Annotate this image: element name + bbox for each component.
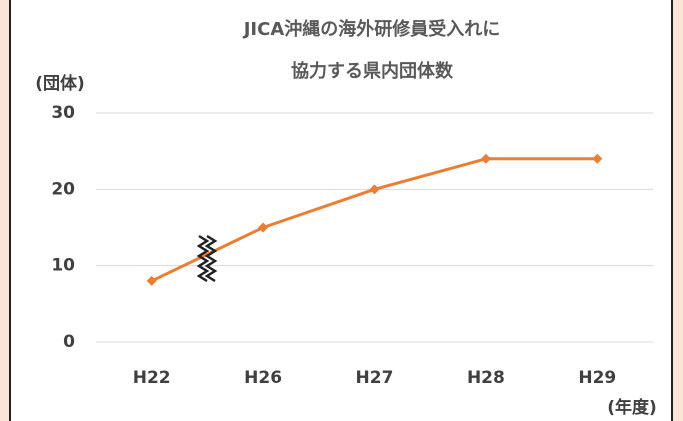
chart-title: JICA沖縄の海外研修員受入れに [242,18,501,40]
x-tick-label: H28 [467,368,505,388]
y-tick-label: 0 [63,332,75,352]
data-point [146,275,157,286]
plot-area: 0 10 20 30 H22 H26 H27 H28 H29 [51,103,653,388]
data-point [480,153,491,164]
x-tick-label: H22 [133,368,171,388]
x-axis-label: (年度) [607,397,657,418]
y-axis-label: (団体) [35,73,85,94]
data-point [369,184,380,195]
axis-break [196,234,218,283]
x-tick-label: H29 [578,368,616,388]
y-tick-label: 20 [51,179,75,199]
data-point [592,153,603,164]
chart-panel [9,0,673,421]
y-tick-label: 10 [51,256,75,276]
x-tick-label: H26 [244,368,282,388]
chart-title: 協力する県内団体数 [291,60,454,82]
y-tick-label: 30 [51,103,75,123]
data-point [258,222,269,233]
x-tick-label: H27 [356,368,394,388]
